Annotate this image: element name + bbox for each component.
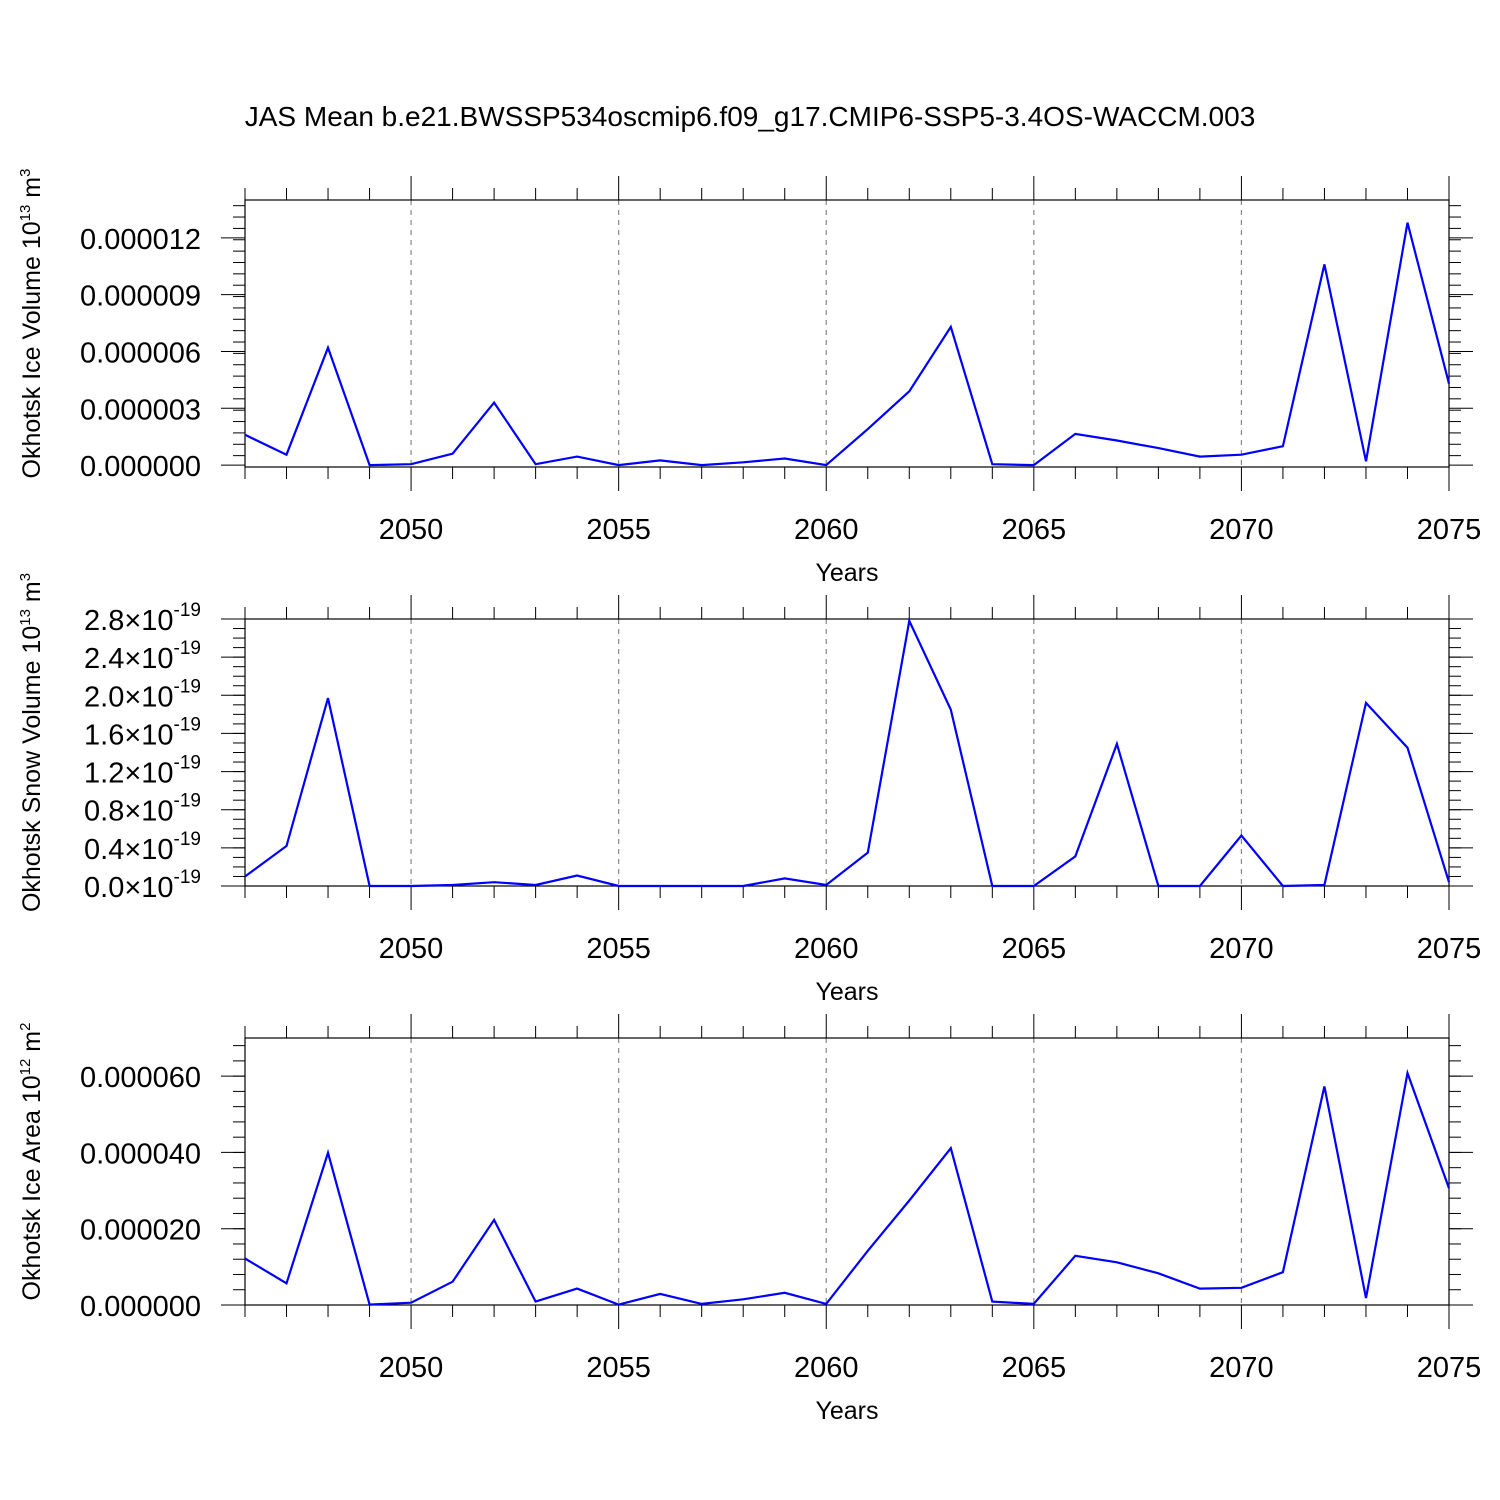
panels: 0.000000 0.000003 0.000006 0.000009 0.000012…	[17, 169, 1481, 1425]
y-tick-label: 2.8×10-19	[84, 600, 201, 637]
x-tick-label: 2055	[586, 1352, 651, 1384]
y-tick-label: 0.000040	[80, 1138, 201, 1170]
y-tick-label: 0.000009	[80, 281, 201, 313]
plot-frame	[244, 618, 1450, 887]
y-tick-label: 0.8×10-19	[84, 791, 201, 828]
plot-frame	[244, 199, 1450, 468]
data-line	[244, 222, 1451, 467]
y-tick-label: 0.000000	[80, 451, 201, 483]
chart-panel-3: 0.000000 0.000020 0.000040 0.000060 2050 2055…	[17, 1014, 1481, 1425]
chart-panel-1: 0.000000 0.000003 0.000006 0.000009 0.000012…	[17, 169, 1481, 587]
x-axis-label: Years	[815, 1397, 878, 1425]
y-tick-label: 0.000012	[80, 224, 201, 256]
y-tick-label: 0.000060	[80, 1062, 201, 1094]
data-line	[244, 1068, 1451, 1306]
x-axis-label: Years	[815, 978, 878, 1006]
y-tick-label: 0.000006	[80, 337, 201, 369]
y-axis-label: Okhotsk Ice Volume 1013 m3	[17, 169, 46, 479]
plot-frame	[244, 1037, 1450, 1306]
chart-panel-2: 0.0×10-190.4×10-190.8×10-191.2×10-191.6×…	[17, 573, 1481, 1006]
x-tick-label: 2055	[586, 933, 651, 965]
x-tick-label: 2065	[1002, 514, 1067, 546]
x-tick-label: 2075	[1417, 933, 1482, 965]
y-tick-label: 1.2×10-19	[84, 753, 201, 790]
y-tick-label: 0.000003	[80, 394, 201, 426]
x-tick-label: 2055	[586, 514, 651, 546]
x-tick-label: 2050	[379, 933, 444, 965]
x-tick-label: 2050	[379, 514, 444, 546]
x-axis-label: Years	[815, 559, 878, 587]
data-line	[244, 617, 1451, 888]
y-tick-label: 2.0×10-19	[84, 676, 201, 713]
x-tick-label: 2070	[1209, 1352, 1274, 1384]
figure-title: JAS Mean b.e21.BWSSP534oscmip6.f09_g17.C…	[245, 101, 1256, 132]
x-tick-label: 2065	[1002, 1352, 1067, 1384]
x-tick-label: 2060	[794, 933, 859, 965]
x-tick-label: 2070	[1209, 933, 1274, 965]
x-tick-label: 2050	[379, 1352, 444, 1384]
y-axis-label: Okhotsk Snow Volume 1013 m3	[17, 573, 46, 912]
y-tick-label: 0.000000	[80, 1291, 201, 1323]
y-axis-label: Okhotsk Ice Area 1012 m2	[17, 1023, 46, 1301]
x-tick-label: 2075	[1417, 514, 1482, 546]
y-tick-label: 0.0×10-19	[84, 867, 201, 904]
x-tick-label: 2075	[1417, 1352, 1482, 1384]
y-tick-label: 0.4×10-19	[84, 829, 201, 866]
x-tick-label: 2060	[794, 514, 859, 546]
x-tick-label: 2070	[1209, 514, 1274, 546]
y-tick-label: 2.4×10-19	[84, 638, 201, 675]
x-tick-label: 2060	[794, 1352, 859, 1384]
y-tick-label: 0.000020	[80, 1215, 201, 1247]
x-tick-label: 2065	[1002, 933, 1067, 965]
y-tick-label: 1.6×10-19	[84, 714, 201, 751]
